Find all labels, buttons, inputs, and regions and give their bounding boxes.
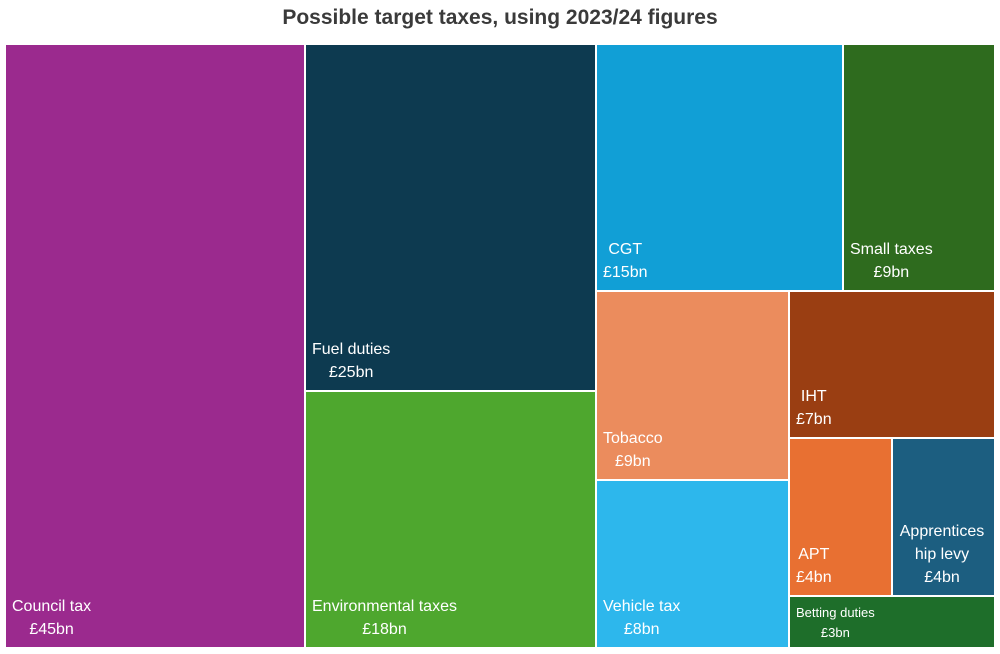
category-label: Apprenticeship levy	[899, 523, 985, 563]
value-label: £4bn	[924, 569, 960, 586]
tile-label: CGT £15bn	[603, 238, 648, 284]
category-label: Environmental taxes	[312, 598, 457, 615]
value-label: £7bn	[796, 411, 832, 428]
treemap-tile: Small taxes £9bn	[843, 44, 995, 291]
category-label: Tobacco	[603, 430, 663, 447]
category-label: Fuel duties	[312, 341, 391, 358]
category-label: Vehicle tax	[603, 598, 681, 615]
treemap-tile: Council tax £45bn	[5, 44, 305, 648]
value-label: £15bn	[603, 264, 648, 281]
tile-label: APT £4bn	[796, 543, 832, 589]
treemap-tile: Apprenticeship levy £4bn	[892, 438, 995, 596]
value-label: £18bn	[362, 621, 407, 638]
category-label: CGT	[608, 241, 643, 258]
treemap-tile: APT £4bn	[789, 438, 892, 596]
tile-label: Small taxes £9bn	[850, 238, 933, 284]
tile-label: Fuel duties £25bn	[312, 338, 390, 384]
tile-label: Vehicle tax £8bn	[603, 595, 680, 641]
value-label: £4bn	[796, 569, 832, 586]
value-label: £3bn	[820, 625, 850, 640]
tile-label: Environmental taxes £18bn	[312, 595, 457, 641]
tile-label: IHT £7bn	[796, 385, 832, 431]
value-label: £9bn	[873, 264, 910, 281]
value-label: £25bn	[328, 364, 374, 381]
value-label: £8bn	[623, 621, 660, 638]
tile-label: Betting duties £3bn	[796, 603, 875, 643]
treemap-tile: CGT £15bn	[596, 44, 843, 291]
value-label: £9bn	[615, 453, 651, 470]
category-label: IHT	[800, 388, 827, 405]
chart-title: Possible target taxes, using 2023/24 fig…	[282, 6, 718, 29]
treemap-tile: Betting duties £3bn	[789, 596, 995, 648]
category-label: Betting duties	[796, 605, 875, 620]
tile-label: Council tax £45bn	[12, 595, 91, 641]
category-label: Small taxes	[850, 241, 933, 258]
treemap-tile: IHT £7bn	[789, 291, 995, 438]
category-label: Council tax	[12, 598, 92, 615]
treemap-tile: Vehicle tax £8bn	[596, 480, 789, 648]
treemap-tile: Fuel duties £25bn	[305, 44, 596, 391]
treemap-tile: Environmental taxes £18bn	[305, 391, 596, 648]
tile-label: Apprenticeship levy £4bn	[899, 520, 985, 589]
value-label: £45bn	[29, 621, 74, 638]
tile-label: Tobacco £9bn	[603, 427, 663, 473]
treemap-tile: Tobacco £9bn	[596, 291, 789, 480]
category-label: APT	[798, 546, 830, 563]
